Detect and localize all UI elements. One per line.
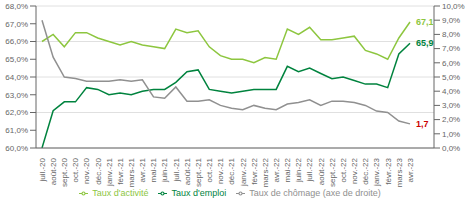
svg-text:nov.-21: nov.-21 xyxy=(216,157,225,184)
svg-text:5,0%: 5,0% xyxy=(442,73,460,82)
svg-text:66,0%: 66,0% xyxy=(8,37,28,46)
svg-text:août-20: août-20 xyxy=(49,157,58,185)
svg-text:avr.-23: avr.-23 xyxy=(406,157,415,182)
svg-text:2,0%: 2,0% xyxy=(442,115,460,124)
html-text:Taux de chômage (axe de droite: Taux de chômage (axe de droite) xyxy=(249,188,381,198)
svg-text:64,0%: 64,0% xyxy=(8,73,28,82)
svg-text:68,0%: 68,0% xyxy=(8,2,28,11)
svg-text:8,0%: 8,0% xyxy=(442,30,460,39)
svg-text:avr.-22: avr.-22 xyxy=(272,157,281,182)
svg-text:1,0%: 1,0% xyxy=(442,130,460,139)
svg-text:10,0%: 10,0% xyxy=(442,2,465,11)
svg-text:67,1: 67,1 xyxy=(416,17,434,27)
svg-text:janv.-21: janv.-21 xyxy=(105,157,114,186)
svg-text:oct.-22: oct.-22 xyxy=(339,157,348,182)
svg-text:3,0%: 3,0% xyxy=(442,101,460,110)
svg-text:févr.-23: févr.-23 xyxy=(383,157,392,184)
svg-text:4,0%: 4,0% xyxy=(442,87,460,96)
svg-text:nov.-22: nov.-22 xyxy=(350,157,359,184)
svg-text:févr.-22: févr.-22 xyxy=(250,157,259,184)
svg-text:août-21: août-21 xyxy=(183,157,192,185)
svg-text:mars-23: mars-23 xyxy=(395,157,404,187)
svg-text:déc.-22: déc.-22 xyxy=(361,157,370,184)
svg-text:65,0%: 65,0% xyxy=(8,55,28,64)
svg-text:août-22: août-22 xyxy=(317,157,326,185)
svg-text:juil.-22: juil.-22 xyxy=(305,157,314,182)
svg-text:avr.-21: avr.-21 xyxy=(138,157,147,182)
svg-text:oct.-20: oct.-20 xyxy=(71,157,80,182)
svg-text:0,0%: 0,0% xyxy=(442,144,460,153)
svg-text:9,0%: 9,0% xyxy=(442,16,460,25)
svg-text:1,7: 1,7 xyxy=(416,119,429,129)
svg-text:mai-22: mai-22 xyxy=(283,157,292,182)
svg-text:61,0%: 61,0% xyxy=(8,126,28,135)
svg-text:juin-22: juin-22 xyxy=(294,157,303,183)
svg-text:65,9: 65,9 xyxy=(416,38,434,48)
html-text:Taux d'emploi: Taux d'emploi xyxy=(171,188,227,198)
svg-text:mars-22: mars-22 xyxy=(261,157,270,187)
svg-text:62,0%: 62,0% xyxy=(8,108,28,117)
svg-text:juil.-20: juil.-20 xyxy=(38,157,47,182)
svg-text:janv.-22: janv.-22 xyxy=(239,157,248,186)
svg-text:juin-21: juin-21 xyxy=(160,157,169,183)
svg-text:févr.-21: févr.-21 xyxy=(116,157,125,184)
svg-text:déc.-20: déc.-20 xyxy=(94,157,103,184)
svg-text:janv.-23: janv.-23 xyxy=(372,157,381,186)
svg-text:juil.-21: juil.-21 xyxy=(172,157,181,182)
html-text:Taux d'activité: Taux d'activité xyxy=(92,188,149,198)
svg-text:6,0%: 6,0% xyxy=(442,59,460,68)
svg-text:déc.-21: déc.-21 xyxy=(227,157,236,184)
svg-text:sept.-21: sept.-21 xyxy=(194,157,203,186)
svg-text:7,0%: 7,0% xyxy=(442,44,460,53)
svg-text:mai-21: mai-21 xyxy=(149,157,158,182)
svg-text:oct.-21: oct.-21 xyxy=(205,157,214,182)
svg-text:67,0%: 67,0% xyxy=(8,20,28,29)
svg-text:60,0%: 60,0% xyxy=(8,144,28,153)
svg-text:63,0%: 63,0% xyxy=(8,91,28,100)
svg-text:sept.-20: sept.-20 xyxy=(60,157,69,186)
svg-text:mars-21: mars-21 xyxy=(127,157,136,187)
svg-text:sept.-22: sept.-22 xyxy=(328,157,337,186)
svg-text:nov.-20: nov.-20 xyxy=(82,157,91,184)
